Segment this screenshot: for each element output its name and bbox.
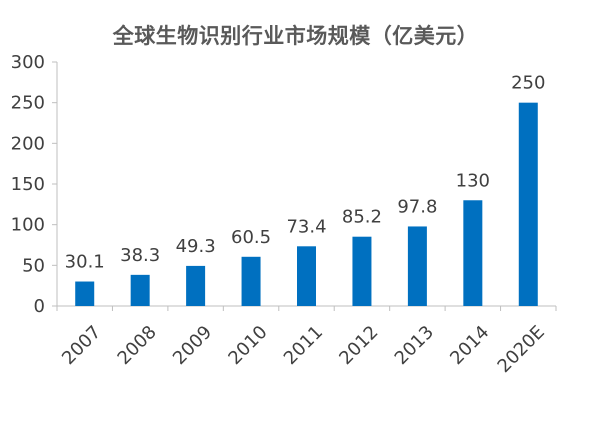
- x-category-label: 2014: [446, 322, 493, 369]
- x-category-label: 2009: [169, 322, 216, 369]
- bar: [407, 226, 427, 306]
- data-label: 38.3: [120, 245, 160, 266]
- x-category-label: 2012: [335, 322, 382, 369]
- y-tick-label: 50: [22, 255, 45, 276]
- bar: [518, 102, 538, 307]
- y-tick-label: 0: [34, 296, 45, 317]
- bar: [130, 274, 150, 306]
- bar: [297, 246, 316, 306]
- x-category-label: 2013: [391, 322, 438, 369]
- y-tick-label: 100: [11, 215, 45, 236]
- data-label: 97.8: [397, 196, 437, 217]
- y-tick-label: 300: [11, 52, 45, 73]
- data-label: 73.4: [286, 216, 326, 237]
- x-category-label: 2011: [280, 322, 327, 369]
- data-label: 85.2: [342, 207, 382, 228]
- x-category-label: 2008: [114, 322, 161, 369]
- bar: [463, 200, 483, 306]
- y-tick-label: 200: [11, 133, 45, 154]
- bar: [186, 265, 206, 306]
- data-label: 130: [456, 170, 490, 191]
- x-category-label: 2007: [58, 322, 105, 369]
- x-category-label: 2010: [224, 322, 271, 369]
- y-tick-label: 150: [11, 174, 45, 195]
- y-tick-label: 250: [11, 93, 45, 114]
- data-label: 30.1: [65, 252, 105, 273]
- data-label: 250: [511, 73, 545, 94]
- bar: [352, 236, 372, 306]
- data-label: 49.3: [176, 236, 216, 257]
- bar: [75, 281, 95, 306]
- bar: [241, 256, 261, 306]
- chart-title: 全球生物识别行业市场规模（亿美元）: [112, 24, 479, 48]
- x-category-label: 2020E: [494, 322, 549, 377]
- data-label: 60.5: [231, 227, 271, 248]
